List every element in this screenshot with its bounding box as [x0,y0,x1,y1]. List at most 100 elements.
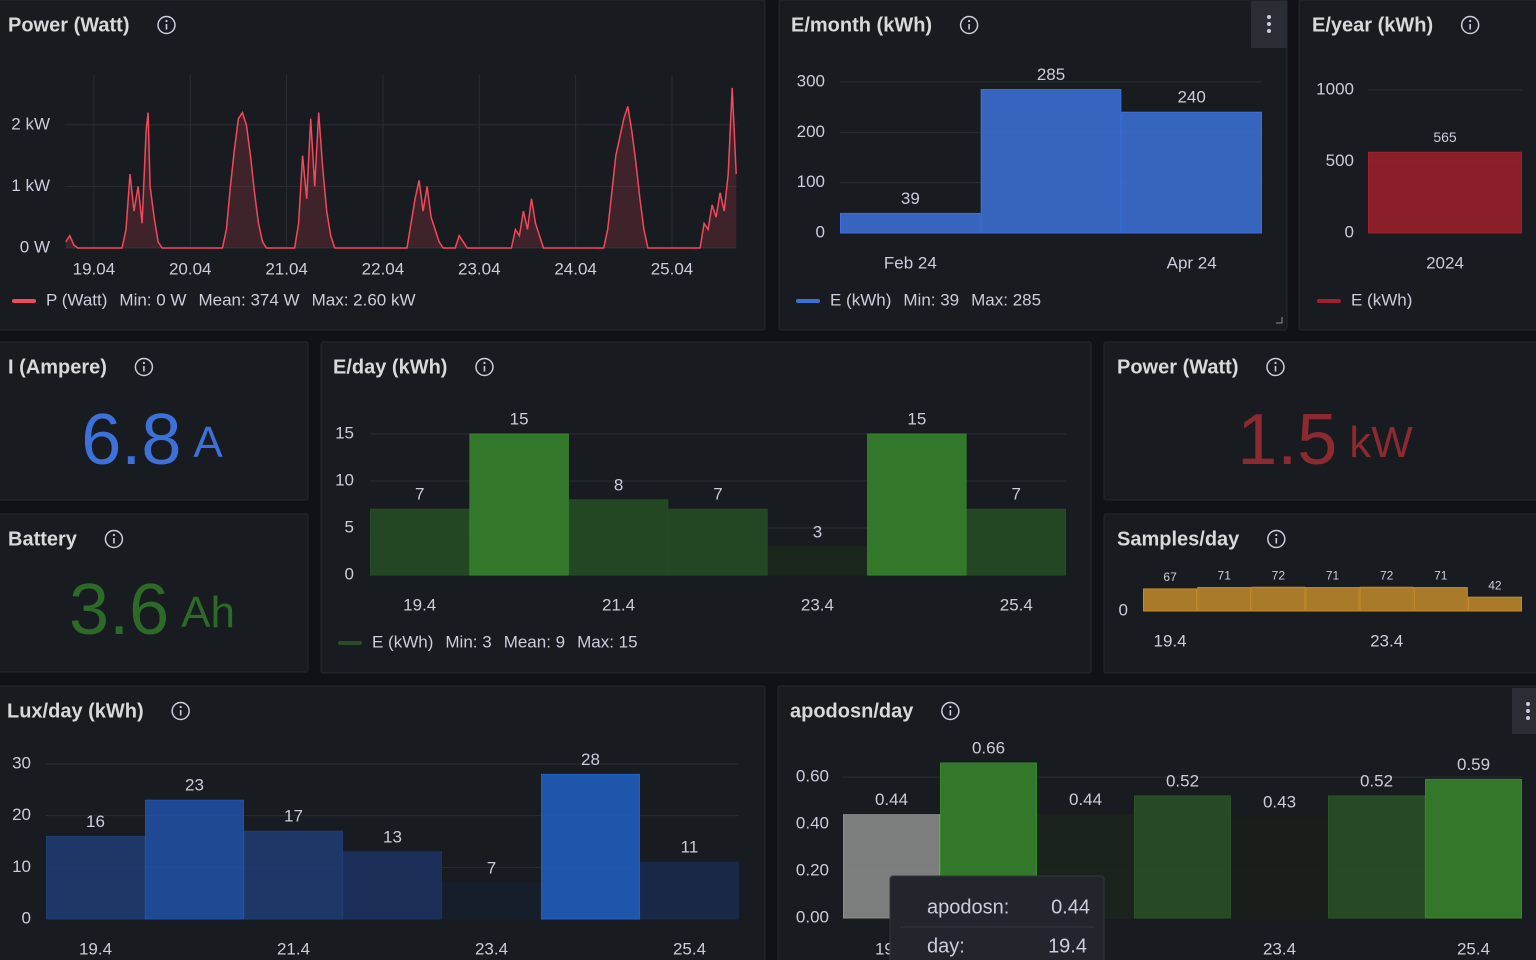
x-tick-label: 25.04 [651,259,694,278]
bar [1121,111,1263,234]
x-tick-label: 23.4 [1263,939,1296,958]
bar [541,773,640,920]
info-icon-dot [142,361,146,365]
x-tick-label: 19.04 [73,259,116,278]
info-icon[interactable] [1460,15,1480,35]
resize-handle[interactable] [1276,317,1283,324]
bar [1143,588,1198,612]
y-tick-label: 0 [816,222,825,241]
bar [640,861,739,920]
y-tick-label: 30 [12,753,31,772]
bar-value-label: 71 [1218,569,1232,583]
panel-title: Lux/day (kWh) [7,700,144,722]
info-icon[interactable] [134,357,154,377]
bar-value-label: 42 [1488,578,1502,592]
info-icon[interactable] [959,15,979,35]
bar-value-label: 39 [901,189,920,208]
panel-title: apodosn/day [790,700,914,722]
y-tick-label: 2 kW [11,114,50,133]
stat-value: 3.6 [69,570,169,650]
info-icon[interactable] [104,529,124,549]
info-icon[interactable] [475,357,494,377]
menu-button[interactable] [1512,688,1536,734]
info-icon[interactable] [1267,529,1286,549]
bar-value-label: 7 [713,485,722,504]
bar-value-label: 0.52 [1360,771,1393,790]
menu-dot [1267,15,1271,19]
info-icon-dot [1275,533,1278,537]
bar-value-label: 0.52 [1166,771,1199,790]
bar [370,508,470,576]
bar [1197,587,1252,612]
panel [1103,341,1536,501]
bar [442,882,541,920]
info-icon-dot [1274,361,1277,365]
legend-name: E (kWh) [830,290,891,309]
bar-value-label: 0.59 [1457,755,1490,774]
stat: 3.6 Ah [69,570,235,650]
y-tick-label: 200 [797,122,825,141]
y-tick-label: 0.20 [796,861,829,880]
stat: 6.8 A [81,400,223,480]
bar-value-label: 71 [1434,569,1448,583]
panel-title: Power (Watt) [1117,356,1238,378]
info-icon-dot [1469,19,1472,23]
tooltip-label: apodosn: [927,896,1009,918]
x-tick-label: 21.4 [602,595,635,614]
info-icon[interactable] [941,701,960,721]
info-icon-dot [949,705,952,709]
bar-value-label: 16 [86,812,105,831]
bar-value-label: 240 [1177,88,1205,107]
legend-stat: Max: 285 [971,290,1041,309]
bar-value-label: 0.44 [875,790,908,809]
info-icon[interactable] [157,15,176,35]
panel-title: E/year (kWh) [1312,14,1433,36]
bar [1359,586,1414,612]
legend-name: E (kWh) [372,632,433,651]
info-icon[interactable] [171,701,190,721]
stat-value: 6.8 [81,400,181,480]
bar [668,508,768,576]
stat: 1.5 kW [1237,400,1413,480]
x-tick-label: Feb 24 [884,253,937,272]
y-tick-label: 0 [345,564,354,583]
bar-value-label: 28 [581,750,600,769]
bar [867,433,967,576]
info-icon[interactable] [1266,357,1285,377]
bar-value-label: 285 [1037,65,1065,84]
x-tick-label: 25.4 [1000,595,1033,614]
y-tick-label: 0 [22,908,31,927]
x-tick-label: 21.4 [277,939,310,958]
bar [1305,587,1360,612]
bar [1328,795,1425,919]
bar [1467,596,1523,612]
stat-unit: Ah [181,588,235,637]
legend-name: E (kWh) [1351,290,1412,309]
panel-title: Samples/day [1117,528,1240,550]
bar [1413,587,1468,612]
bar-value-label: 67 [1163,570,1177,584]
bar-value-label: 13 [383,827,402,846]
bar-value-label: 71 [1326,569,1340,583]
tooltip: apodosn: 0.44 day: 19.4 [889,875,1105,960]
legend-stat: Min: 0 W [119,290,186,309]
menu-dot [1267,29,1271,33]
legend-stat: Mean: 374 W [198,290,299,309]
y-tick-label: 300 [797,71,825,90]
legend-stat: Max: 15 [577,632,637,651]
bar [980,89,1122,234]
x-tick-label: 23.4 [1370,631,1403,650]
panel [0,513,309,673]
panel [0,341,309,501]
x-tick-label: 23.4 [801,595,834,614]
line [65,87,737,249]
tooltip-value: 0.44 [1051,896,1090,918]
info-icon-dot [967,19,971,23]
bar [767,546,868,576]
bar [966,508,1066,576]
bar [343,851,442,920]
y-tick-label: 5 [345,517,354,536]
x-tick-label: 24.04 [554,259,597,278]
line-fill [65,87,737,249]
